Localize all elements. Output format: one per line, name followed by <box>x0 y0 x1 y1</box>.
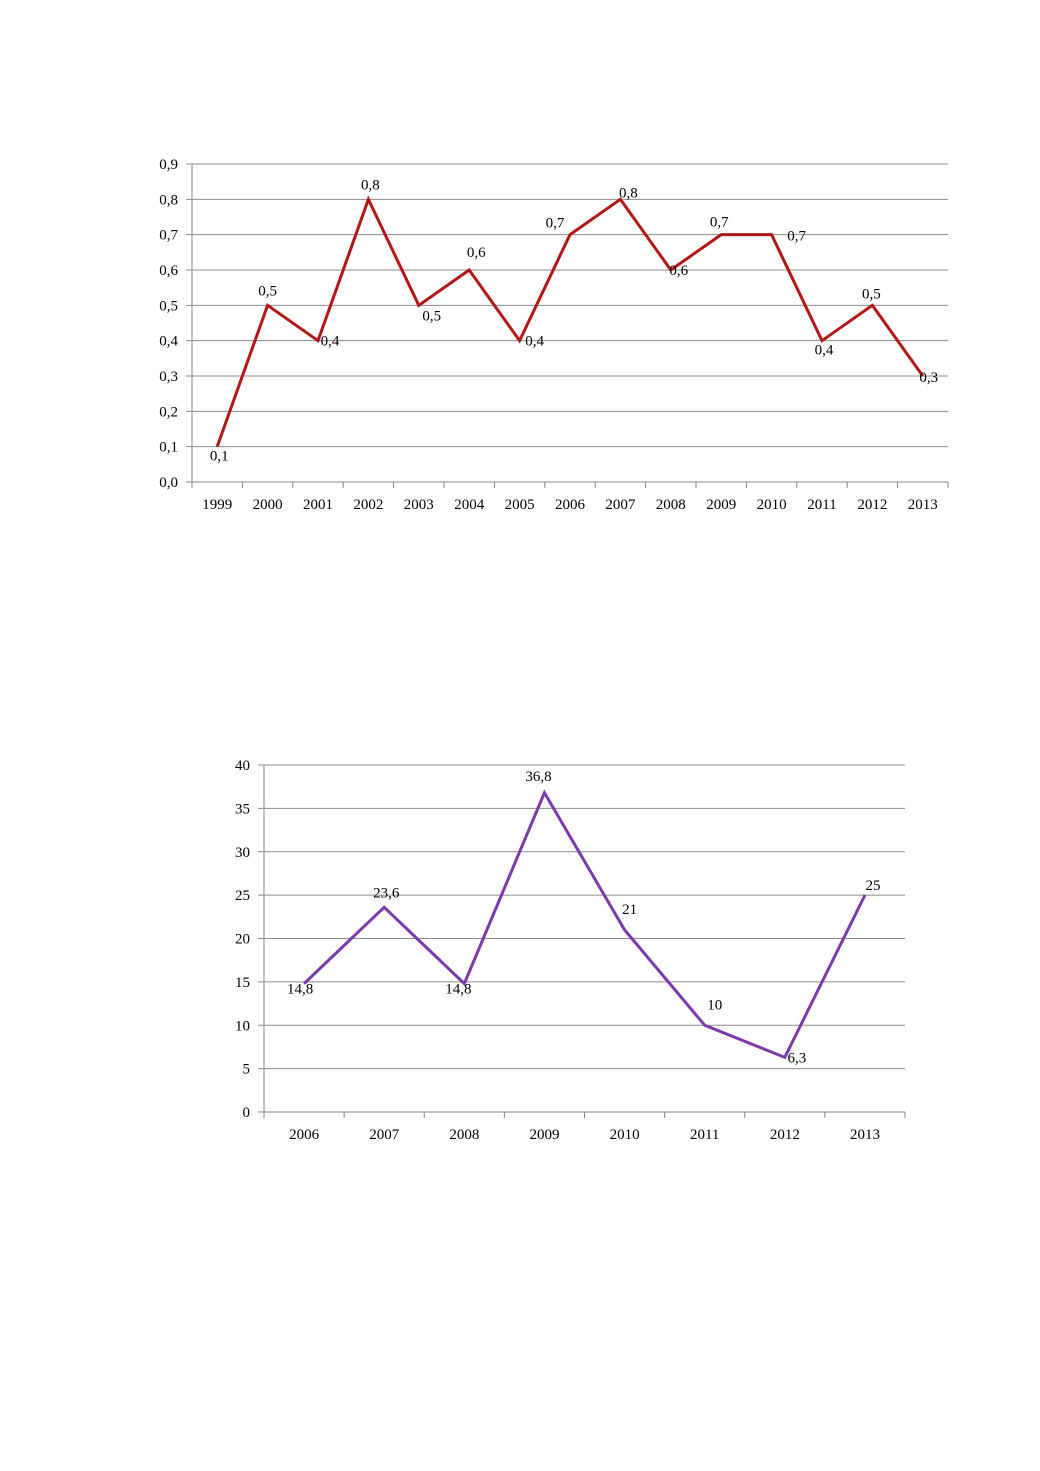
x-tick-label: 2001 <box>303 497 333 513</box>
chart-2-line: 0 5 10 15 20 25 30 35 40 2006 2007 2008 2009 2010 201… <box>235 758 906 1143</box>
x-tick-label: 2005 <box>505 497 535 513</box>
chart-2-x-ticks <box>263 1112 906 1118</box>
y-tick-label: 30 <box>235 845 250 861</box>
chart-1-x-tick-labels: 1999 2000 2001 2002 2003 2004 2005 2006 2007 2008… <box>202 497 938 513</box>
x-tick-label: 2009 <box>706 497 736 513</box>
data-label: 0,6 <box>467 245 486 261</box>
data-label: 21 <box>622 902 637 918</box>
x-tick-label: 1999 <box>202 497 232 513</box>
y-tick-label: 10 <box>235 1018 250 1034</box>
chart-2-series <box>303 789 867 1060</box>
x-tick-label: 2007 <box>605 497 636 513</box>
y-tick-label: 0,5 <box>159 298 178 314</box>
x-tick-label: 2000 <box>253 497 283 513</box>
chart-1-x-ticks <box>191 482 949 488</box>
data-label: 10 <box>707 997 722 1013</box>
data-label: 25 <box>865 878 880 894</box>
data-label: 23,6 <box>373 885 400 901</box>
x-tick-label: 2007 <box>369 1127 400 1143</box>
data-label: 6,3 <box>787 1050 806 1066</box>
data-label: 0,4 <box>525 334 544 350</box>
y-tick-label: 0,4 <box>159 334 178 350</box>
y-tick-label: 20 <box>235 932 250 948</box>
data-label: 0,5 <box>862 286 881 302</box>
data-label: 0,6 <box>669 263 688 279</box>
y-tick-label: 0,0 <box>159 475 178 491</box>
x-tick-label: 2011 <box>690 1127 719 1143</box>
x-tick-label: 2013 <box>850 1127 880 1143</box>
series-line <box>215 195 925 448</box>
data-label: 0,7 <box>546 216 565 232</box>
y-tick-label: 0,3 <box>159 369 178 385</box>
y-tick-label: 40 <box>235 758 250 774</box>
chart-1-y-tick-labels: 0,0 0,1 0,2 0,3 0,4 0,5 0,6 0,7 0,8 0,9 <box>159 157 178 491</box>
chart-2-data-labels: 14,8 23,6 14,8 36,8 21 10 6,3 25 <box>287 769 881 1067</box>
data-label: 0,7 <box>787 229 806 245</box>
data-label: 14,8 <box>287 982 313 998</box>
y-tick-label: 0,8 <box>159 192 178 208</box>
data-label: 0,4 <box>815 343 834 359</box>
y-tick-label: 35 <box>235 801 250 817</box>
chart-2-y-tick-labels: 0 5 10 15 20 25 30 35 40 <box>235 758 250 1121</box>
x-tick-label: 2009 <box>529 1127 559 1143</box>
data-label: 0,7 <box>710 215 729 231</box>
data-label: 36,8 <box>525 769 551 785</box>
x-tick-label: 2006 <box>555 497 586 513</box>
x-tick-label: 2010 <box>610 1127 640 1143</box>
x-tick-label: 2003 <box>404 497 434 513</box>
x-tick-label: 2012 <box>770 1127 800 1143</box>
chart-2-gridlines <box>258 764 905 1113</box>
x-tick-label: 2004 <box>454 497 485 513</box>
data-label: 0,5 <box>258 283 277 299</box>
y-tick-label: 25 <box>235 888 250 904</box>
y-tick-label: 0,9 <box>159 157 178 173</box>
x-tick-label: 2002 <box>353 497 383 513</box>
x-tick-label: 2008 <box>656 497 686 513</box>
chart-1-data-labels: 0,1 0,5 0,4 0,8 0,5 0,6 0,4 0,7 0,8 0,6 0,7 0,7 0,4 0… <box>210 177 938 464</box>
y-tick-label: 0,6 <box>159 263 178 279</box>
chart-1-gridlines <box>186 163 948 483</box>
y-tick-label: 0,2 <box>159 404 178 420</box>
series-line <box>303 789 867 1060</box>
chart-1-series <box>215 195 925 448</box>
x-tick-label: 2008 <box>449 1127 479 1143</box>
x-tick-label: 2011 <box>807 497 836 513</box>
y-tick-label: 0,1 <box>159 440 178 456</box>
data-label: 0,3 <box>919 370 938 386</box>
data-label: 0,5 <box>422 308 441 324</box>
data-label: 0,8 <box>619 185 638 201</box>
data-label: 0,1 <box>210 449 229 465</box>
y-tick-label: 5 <box>243 1062 251 1078</box>
y-tick-label: 0,7 <box>159 228 178 244</box>
x-tick-label: 2013 <box>908 497 938 513</box>
x-tick-label: 2006 <box>289 1127 320 1143</box>
x-tick-label: 2012 <box>857 497 887 513</box>
chart-1-line: 0,0 0,1 0,2 0,3 0,4 0,5 0,6 0,7 0,8 0,9 1999 2000 2… <box>159 157 949 513</box>
chart-2-x-tick-labels: 2006 2007 2008 2009 2010 2011 2012 2013 <box>289 1127 880 1143</box>
y-tick-label: 0 <box>243 1105 251 1121</box>
data-label: 14,8 <box>445 982 471 998</box>
data-label: 0,4 <box>321 334 340 350</box>
y-tick-label: 15 <box>235 975 250 991</box>
data-label: 0,8 <box>361 177 380 193</box>
x-tick-label: 2010 <box>757 497 787 513</box>
